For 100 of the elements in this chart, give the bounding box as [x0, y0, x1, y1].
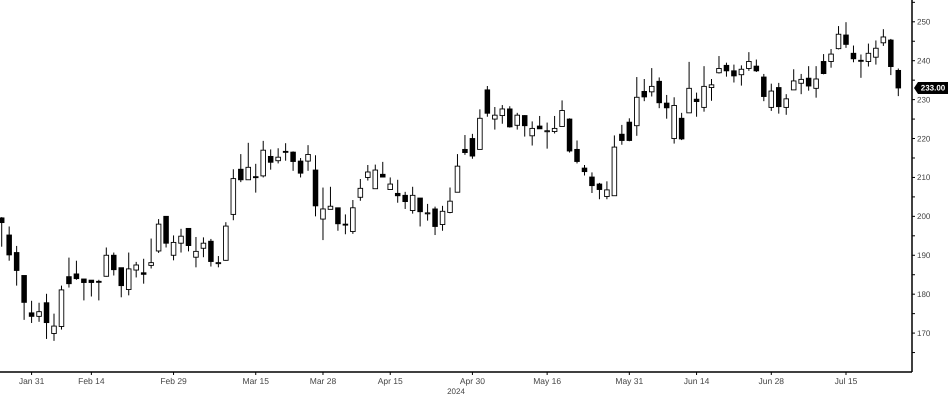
candlestick	[358, 178, 364, 202]
candlestick	[81, 278, 87, 301]
y-tick-label: 230	[917, 95, 931, 104]
candlestick	[365, 164, 371, 182]
candlestick	[447, 187, 453, 214]
candlestick	[126, 252, 132, 296]
y-tick-label: 220	[917, 134, 931, 144]
candlestick	[806, 66, 812, 92]
candlestick	[582, 164, 588, 176]
candlestick	[96, 279, 102, 301]
candlestick	[200, 236, 206, 258]
candlestick	[880, 28, 886, 46]
candlestick	[305, 144, 311, 172]
candlestick	[0, 216, 4, 248]
candlestick	[118, 267, 124, 298]
candlestick	[402, 191, 408, 210]
candlestick	[44, 293, 50, 340]
candlestick	[783, 94, 789, 116]
x-tick-label: Apr 30	[460, 376, 486, 386]
candlestick	[500, 104, 506, 124]
candlestick	[896, 68, 902, 97]
candlestick	[328, 186, 334, 210]
candlestick	[14, 245, 20, 286]
candlestick	[290, 150, 296, 172]
candlestick	[193, 236, 199, 268]
candlestick	[858, 54, 864, 78]
x-tick-label: Jan 31	[18, 376, 45, 386]
y-tick-label: 190	[917, 251, 931, 260]
candlestick	[574, 140, 580, 164]
candlestick	[678, 112, 684, 141]
candlestick	[484, 85, 490, 118]
candlestick	[754, 59, 760, 72]
candlestick	[536, 115, 542, 130]
candlestick	[140, 258, 146, 284]
candlestick	[148, 238, 154, 269]
x-tick-label: Feb 29	[160, 376, 188, 386]
candlestick	[642, 78, 648, 102]
candlestick	[335, 207, 341, 232]
candlestick	[873, 40, 879, 66]
candlestick	[619, 124, 625, 146]
y-tick-label: 210	[917, 173, 931, 182]
candlestick	[768, 83, 774, 112]
candlestick	[552, 115, 558, 134]
y-tick-label: 180	[917, 290, 931, 299]
candlestick	[424, 203, 430, 222]
y-tick-label: 170	[917, 328, 931, 338]
candlestick	[738, 64, 744, 86]
candlestick	[350, 200, 356, 234]
candlestick	[440, 205, 446, 232]
candlestick	[492, 106, 498, 130]
candlestick	[104, 246, 110, 278]
x-tick-label: Feb 14	[78, 376, 105, 386]
x-tick-label: May 31	[615, 376, 644, 386]
candlestick	[28, 300, 34, 324]
candlestick	[514, 112, 520, 130]
candlestick	[66, 257, 72, 288]
candlestick	[776, 82, 782, 114]
x-tick-label: Mar 28	[310, 376, 336, 386]
x-tick-label: May 16	[533, 376, 562, 386]
candlestick	[866, 43, 872, 68]
candlestick	[387, 176, 393, 190]
candlestick	[850, 45, 856, 63]
candlestick	[462, 134, 468, 156]
candlestick	[36, 302, 42, 322]
candlestick	[252, 163, 258, 194]
x-tick-label: Jun 28	[758, 376, 784, 386]
candlestick	[432, 206, 438, 236]
candlestick	[701, 66, 707, 112]
candlestick	[394, 179, 400, 204]
candlestick	[820, 54, 826, 75]
candlestick	[626, 118, 632, 142]
y-tick-label: 200	[917, 212, 931, 222]
candlestick	[656, 76, 662, 109]
x-tick-label: Apr 15	[378, 376, 404, 386]
candlestick	[238, 154, 244, 183]
candlestick	[559, 100, 565, 127]
x-tick-label: Mar 15	[242, 376, 270, 386]
candlestick	[522, 114, 528, 138]
candlestick	[604, 180, 610, 200]
candlestick	[208, 238, 214, 268]
candlestick	[88, 280, 94, 298]
candlestick	[372, 164, 378, 190]
candlestick	[790, 68, 796, 90]
candlestick	[216, 256, 222, 268]
candlestick	[813, 66, 819, 98]
candlestick	[589, 172, 595, 194]
x-tick-label: Jul 15	[834, 376, 858, 386]
candlestick	[724, 62, 730, 78]
candlestick	[268, 148, 274, 170]
candlestick	[320, 187, 326, 241]
candlestick	[282, 142, 288, 162]
candlestick	[74, 260, 80, 280]
candlestick	[298, 157, 304, 178]
x-tick-label: Jun 14	[684, 376, 710, 386]
y-tick-label: 240	[917, 56, 931, 66]
annotation: 233.00	[920, 84, 946, 93]
candlestick	[380, 161, 386, 178]
x-axis-title: 2024	[447, 387, 466, 396]
candlestick	[417, 198, 423, 227]
candlestick	[664, 94, 670, 120]
